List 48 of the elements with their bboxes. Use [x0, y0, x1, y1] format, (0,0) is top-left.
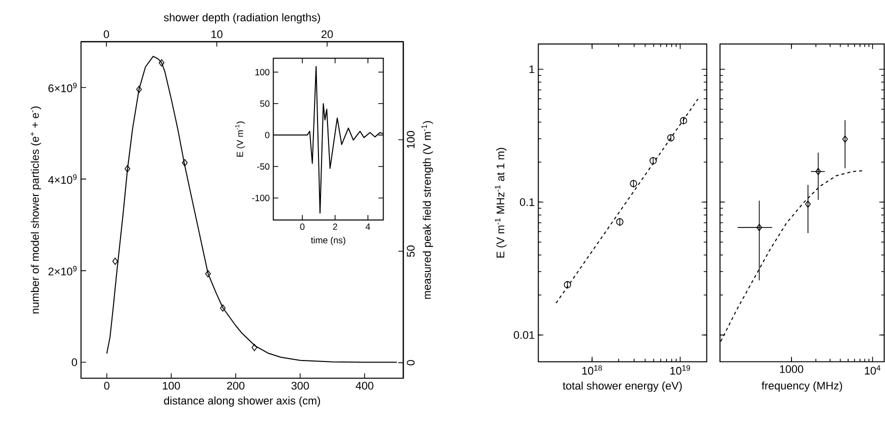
y-tick-label: -100	[252, 194, 270, 202]
point	[205, 270, 211, 278]
x-tick-label: 10$^{4}$	[864, 365, 880, 375]
x-tick-label: 0	[300, 224, 304, 230]
point	[136, 86, 142, 93]
point	[182, 159, 188, 166]
x-tick-label: 400	[356, 382, 374, 390]
x-axis-title: frequency (MHz)	[762, 381, 842, 392]
y-tick-label: 0	[72, 358, 78, 366]
y2-tick-label: 0	[406, 360, 415, 366]
x-axis-title: distance along shower axis (cm)	[164, 396, 320, 407]
x2-tick-label: 20	[322, 30, 333, 38]
y-axis-title: E (V m$^{-1}$)	[235, 122, 245, 157]
x-tick-label: 1000	[780, 365, 804, 374]
y-tick-label: 4×10$^{9}$	[48, 174, 77, 184]
y-tick-label: 6×10$^{9}$	[48, 82, 77, 92]
y2-axis-title: measured peak field strength (V m$^{-1}$)	[421, 121, 434, 299]
y-tick-label: 0.01	[514, 331, 534, 339]
y-tick-label: 0.1	[520, 198, 534, 206]
x-tick-label: 300	[291, 382, 309, 390]
x-tick-label: 10$^{19}$	[670, 365, 690, 375]
y2-tick-label: 100	[406, 131, 415, 148]
x-axis-title: time (ns)	[310, 236, 346, 246]
y-tick-label: 2×10$^{9}$	[48, 266, 77, 276]
x-tick-label: 2	[333, 224, 338, 230]
y-tick-label: 0	[265, 132, 270, 138]
x2-tick-label: 10	[211, 30, 222, 38]
x-tick-label: 100	[162, 382, 180, 390]
x-tick-label: 10$^{18}$	[582, 365, 602, 375]
y-tick-label: -50	[257, 163, 270, 170]
x-tick-label: 4	[366, 224, 370, 230]
x2-tick-label: 0	[104, 30, 110, 38]
point	[112, 258, 118, 265]
x-axis-title: total shower energy (eV)	[562, 382, 682, 392]
point	[158, 59, 164, 66]
x-tick-label: 0	[104, 382, 110, 390]
line-series	[106, 56, 398, 363]
y2-tick-label: 50	[406, 246, 415, 257]
y-tick-label: 100	[255, 68, 270, 76]
point	[220, 304, 226, 312]
x2-axis-title: shower depth (radiation lengths)	[164, 13, 320, 24]
point	[124, 165, 130, 172]
y-axis-title: number of model shower particles (e$^{+}$ + e$^{-}$)	[30, 106, 42, 314]
y-tick-label: 1	[530, 66, 534, 74]
point	[252, 344, 258, 352]
x-tick-label: 200	[227, 382, 244, 390]
y-tick-label: 50	[260, 100, 270, 107]
y-axis-title: E (V m$^{-1}$ MHz$^{-1}$ at 1 m)	[494, 148, 507, 258]
